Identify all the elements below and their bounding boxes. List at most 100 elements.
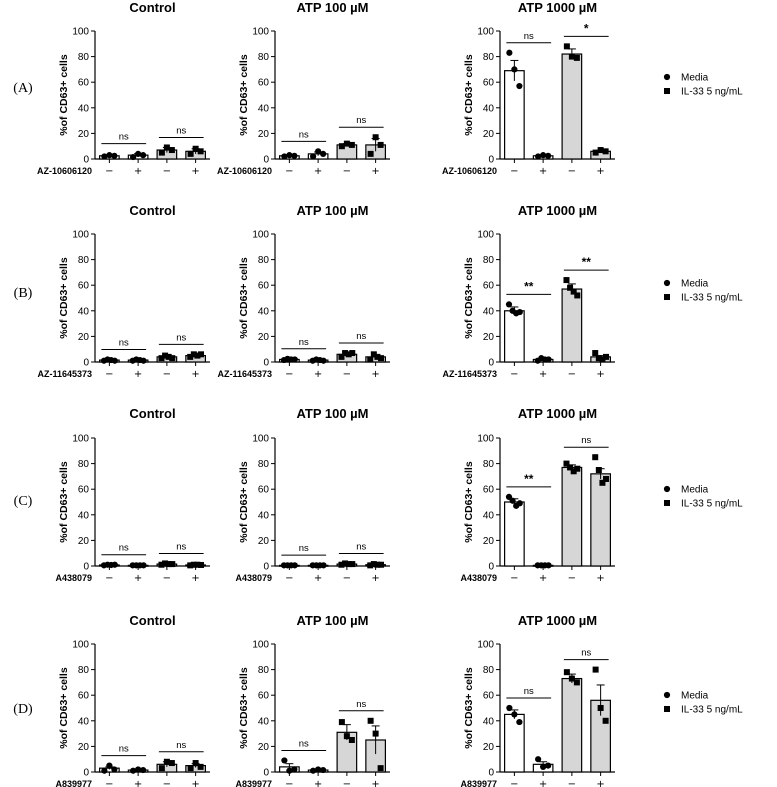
x-tick-label: + <box>191 369 199 380</box>
y-axis-label: %of CD63+ cells <box>463 461 475 543</box>
bar <box>504 310 525 363</box>
data-point <box>374 353 381 360</box>
y-tick-label: 20 <box>258 332 270 343</box>
y-tick-label: 20 <box>78 332 90 343</box>
data-point <box>342 350 349 357</box>
significance-label: ns <box>176 332 186 343</box>
y-tick-label: 40 <box>258 306 270 317</box>
significance-label: ns <box>524 686 534 697</box>
x-tick-label: − <box>105 369 113 380</box>
treatment-label: A839977 <box>235 779 272 787</box>
y-tick-label: 60 <box>258 485 270 496</box>
data-point <box>106 152 113 159</box>
x-tick-label: − <box>343 573 351 584</box>
data-point <box>545 152 552 159</box>
data-point <box>516 718 523 726</box>
y-tick-label: 0 <box>488 562 494 573</box>
chart-title: ATP 1000 µM <box>518 203 597 218</box>
y-tick-label: 0 <box>263 768 269 779</box>
x-tick-label: + <box>371 779 379 787</box>
data-point <box>348 141 355 148</box>
y-tick-label: 20 <box>258 536 270 547</box>
x-tick-label: + <box>371 573 379 584</box>
data-point <box>158 149 165 156</box>
y-tick-label: 100 <box>477 434 494 445</box>
y-axis-label: %of CD63+ cells <box>463 257 475 339</box>
data-point <box>315 766 322 773</box>
legend-circle-icon <box>663 73 671 81</box>
data-point <box>378 355 385 362</box>
legend-label: IL-33 5 ng/mL <box>681 293 743 304</box>
y-tick-label: 40 <box>258 510 270 521</box>
y-tick-label: 40 <box>258 716 270 727</box>
y-tick-label: 100 <box>252 434 269 445</box>
data-point <box>320 357 327 364</box>
y-axis-label: %of CD63+ cells <box>238 257 250 339</box>
data-point <box>168 147 175 154</box>
y-tick-label: 100 <box>252 230 269 241</box>
treatment-label: A438079 <box>235 573 272 583</box>
y-tick-label: 0 <box>263 155 269 166</box>
panel: ATP 1000 µM 0 20 40 60 80 100 %of CD63+ cells − +… <box>442 203 615 380</box>
data-point <box>162 560 169 567</box>
y-tick-label: 40 <box>483 716 495 727</box>
data-point <box>140 562 147 569</box>
data-point <box>374 561 381 568</box>
y-tick-label: 100 <box>477 640 494 651</box>
legend-label: Media <box>681 485 709 496</box>
data-point <box>506 49 513 56</box>
significance-label: ns <box>299 738 309 749</box>
y-axis-label: %of CD63+ cells <box>463 667 475 749</box>
data-point <box>563 277 570 284</box>
legend-square-icon <box>664 294 670 300</box>
data-point <box>187 562 194 569</box>
y-tick-label: 20 <box>78 742 90 753</box>
data-point <box>563 43 570 50</box>
data-point <box>367 150 374 157</box>
data-point <box>345 561 352 568</box>
legend: Media IL-33 5 ng/mL <box>663 691 743 716</box>
y-axis-label: %of CD63+ cells <box>58 667 70 749</box>
y-tick-label: 0 <box>263 562 269 573</box>
data-point <box>592 350 599 357</box>
data-point <box>602 717 609 724</box>
y-tick-label: 40 <box>78 306 90 317</box>
treatment-label: A839977 <box>55 779 92 787</box>
y-tick-label: 80 <box>78 52 90 63</box>
row-label: (C) <box>14 494 33 509</box>
y-tick-label: 80 <box>78 255 90 266</box>
data-point <box>310 153 317 160</box>
data-point <box>101 767 108 774</box>
data-point <box>603 475 610 482</box>
legend-label: IL-33 5 ng/mL <box>681 87 743 98</box>
bar <box>561 288 583 363</box>
y-tick-label: 40 <box>483 510 495 521</box>
data-point <box>286 767 293 774</box>
x-tick-label: + <box>314 369 322 380</box>
treatment-label: AZ-11645373 <box>442 369 497 379</box>
y-tick-label: 0 <box>488 155 494 166</box>
x-tick-label: + <box>539 779 547 787</box>
data-point <box>509 497 516 504</box>
y-tick-label: 100 <box>477 27 494 38</box>
x-tick-label: − <box>568 779 576 787</box>
data-point <box>343 733 350 740</box>
data-point <box>158 561 165 568</box>
data-point <box>367 356 374 363</box>
x-tick-label: − <box>163 369 171 380</box>
data-point <box>106 762 113 769</box>
y-tick-label: 100 <box>72 640 89 651</box>
data-point <box>599 479 606 486</box>
data-point <box>338 561 345 568</box>
data-point <box>505 301 513 308</box>
treatment-label: AZ-10606120 <box>37 166 92 176</box>
y-tick-label: 60 <box>483 78 495 89</box>
legend: Media IL-33 5 ng/mL <box>663 73 743 98</box>
data-point <box>370 351 377 358</box>
panel: Control 0 20 40 60 80 100 %of CD63+ cells − + − + A8… <box>55 613 210 787</box>
chart-title: ATP 1000 µM <box>518 406 597 421</box>
significance-label: * <box>584 21 589 35</box>
data-point <box>377 141 384 148</box>
data-point <box>310 767 317 774</box>
